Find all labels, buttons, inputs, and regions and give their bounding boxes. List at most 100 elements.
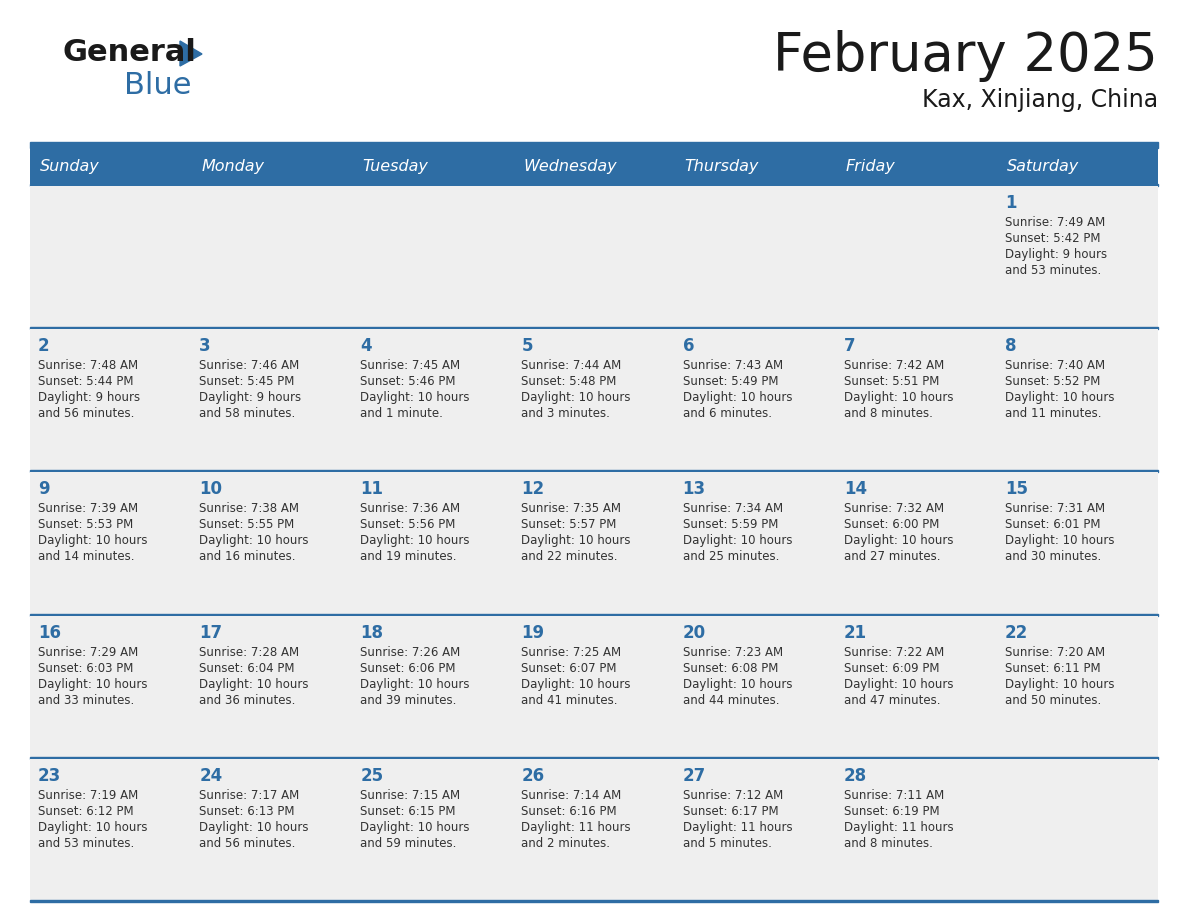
Bar xyxy=(835,473,997,613)
Text: Sunrise: 7:40 AM: Sunrise: 7:40 AM xyxy=(1005,359,1105,372)
Text: Daylight: 10 hours: Daylight: 10 hours xyxy=(683,677,792,690)
Text: Daylight: 10 hours: Daylight: 10 hours xyxy=(360,677,469,690)
Text: General: General xyxy=(62,38,196,67)
Text: and 58 minutes.: and 58 minutes. xyxy=(200,408,296,420)
Bar xyxy=(30,900,1158,902)
Text: Sunrise: 7:49 AM: Sunrise: 7:49 AM xyxy=(1005,216,1105,229)
Bar xyxy=(675,473,835,613)
Text: 12: 12 xyxy=(522,480,544,498)
Text: and 56 minutes.: and 56 minutes. xyxy=(38,408,134,420)
Text: Daylight: 10 hours: Daylight: 10 hours xyxy=(843,677,953,690)
Text: Sunrise: 7:48 AM: Sunrise: 7:48 AM xyxy=(38,359,138,372)
Text: Sunday: Sunday xyxy=(40,159,100,174)
Text: and 8 minutes.: and 8 minutes. xyxy=(843,837,933,850)
Text: and 47 minutes.: and 47 minutes. xyxy=(843,694,940,707)
Text: 11: 11 xyxy=(360,480,384,498)
Text: Sunrise: 7:12 AM: Sunrise: 7:12 AM xyxy=(683,789,783,801)
Text: 16: 16 xyxy=(38,623,61,642)
Text: Blue: Blue xyxy=(124,71,191,100)
Text: Sunset: 6:01 PM: Sunset: 6:01 PM xyxy=(1005,519,1100,532)
Bar xyxy=(30,613,1158,616)
Text: Daylight: 11 hours: Daylight: 11 hours xyxy=(522,821,631,834)
Bar xyxy=(513,148,675,184)
Text: 1: 1 xyxy=(1005,194,1017,212)
Bar xyxy=(30,142,1158,148)
Text: 5: 5 xyxy=(522,337,533,355)
Text: 24: 24 xyxy=(200,767,222,785)
Text: and 16 minutes.: and 16 minutes. xyxy=(200,551,296,564)
Bar xyxy=(30,184,1158,186)
Text: Sunset: 6:08 PM: Sunset: 6:08 PM xyxy=(683,662,778,675)
Bar xyxy=(353,186,513,327)
Text: 25: 25 xyxy=(360,767,384,785)
Text: Tuesday: Tuesday xyxy=(362,159,428,174)
Text: Daylight: 10 hours: Daylight: 10 hours xyxy=(843,391,953,404)
Text: and 56 minutes.: and 56 minutes. xyxy=(200,837,296,850)
Bar xyxy=(30,616,191,756)
Bar xyxy=(30,473,191,613)
Text: 4: 4 xyxy=(360,337,372,355)
Text: Sunset: 6:09 PM: Sunset: 6:09 PM xyxy=(843,662,940,675)
Bar xyxy=(191,759,353,900)
Text: Sunset: 5:55 PM: Sunset: 5:55 PM xyxy=(200,519,295,532)
Text: Sunrise: 7:32 AM: Sunrise: 7:32 AM xyxy=(843,502,943,515)
Bar xyxy=(675,148,835,184)
Text: Monday: Monday xyxy=(201,159,264,174)
Text: Daylight: 9 hours: Daylight: 9 hours xyxy=(38,391,140,404)
Text: 14: 14 xyxy=(843,480,867,498)
Text: Daylight: 10 hours: Daylight: 10 hours xyxy=(38,534,147,547)
Text: and 6 minutes.: and 6 minutes. xyxy=(683,408,771,420)
Text: 15: 15 xyxy=(1005,480,1028,498)
Bar xyxy=(191,473,353,613)
Text: and 41 minutes.: and 41 minutes. xyxy=(522,694,618,707)
Text: 22: 22 xyxy=(1005,623,1028,642)
Text: Sunset: 6:12 PM: Sunset: 6:12 PM xyxy=(38,805,133,818)
Text: 21: 21 xyxy=(843,623,867,642)
Bar xyxy=(30,148,191,184)
Text: Sunset: 6:07 PM: Sunset: 6:07 PM xyxy=(522,662,617,675)
Bar xyxy=(353,473,513,613)
Bar xyxy=(675,759,835,900)
Text: and 33 minutes.: and 33 minutes. xyxy=(38,694,134,707)
Text: and 36 minutes.: and 36 minutes. xyxy=(200,694,296,707)
Bar xyxy=(835,148,997,184)
Text: Sunset: 6:19 PM: Sunset: 6:19 PM xyxy=(843,805,940,818)
Bar xyxy=(353,616,513,756)
Text: Sunrise: 7:25 AM: Sunrise: 7:25 AM xyxy=(522,645,621,658)
Text: Friday: Friday xyxy=(846,159,896,174)
Text: Sunrise: 7:22 AM: Sunrise: 7:22 AM xyxy=(843,645,944,658)
Text: Daylight: 10 hours: Daylight: 10 hours xyxy=(200,534,309,547)
Bar xyxy=(513,186,675,327)
Text: Daylight: 10 hours: Daylight: 10 hours xyxy=(683,391,792,404)
Bar xyxy=(997,473,1158,613)
Text: Sunset: 5:45 PM: Sunset: 5:45 PM xyxy=(200,375,295,388)
Bar xyxy=(353,759,513,900)
Text: 23: 23 xyxy=(38,767,62,785)
Text: 6: 6 xyxy=(683,337,694,355)
Bar xyxy=(30,330,191,470)
Text: Sunrise: 7:31 AM: Sunrise: 7:31 AM xyxy=(1005,502,1105,515)
Text: Sunrise: 7:28 AM: Sunrise: 7:28 AM xyxy=(200,645,299,658)
Bar xyxy=(513,759,675,900)
Bar xyxy=(191,186,353,327)
Text: and 14 minutes.: and 14 minutes. xyxy=(38,551,134,564)
Text: Daylight: 10 hours: Daylight: 10 hours xyxy=(200,821,309,834)
Bar xyxy=(191,616,353,756)
Text: Sunrise: 7:35 AM: Sunrise: 7:35 AM xyxy=(522,502,621,515)
Text: Sunset: 5:42 PM: Sunset: 5:42 PM xyxy=(1005,232,1100,245)
Text: 10: 10 xyxy=(200,480,222,498)
Text: and 59 minutes.: and 59 minutes. xyxy=(360,837,456,850)
Text: Daylight: 10 hours: Daylight: 10 hours xyxy=(360,534,469,547)
Text: Sunset: 6:15 PM: Sunset: 6:15 PM xyxy=(360,805,456,818)
Text: Sunset: 6:11 PM: Sunset: 6:11 PM xyxy=(1005,662,1100,675)
Text: Daylight: 10 hours: Daylight: 10 hours xyxy=(38,677,147,690)
Bar xyxy=(353,330,513,470)
Text: Sunrise: 7:34 AM: Sunrise: 7:34 AM xyxy=(683,502,783,515)
Text: Sunset: 5:51 PM: Sunset: 5:51 PM xyxy=(843,375,939,388)
Text: Sunset: 6:17 PM: Sunset: 6:17 PM xyxy=(683,805,778,818)
Bar xyxy=(30,186,191,327)
Bar xyxy=(30,759,191,900)
Bar xyxy=(513,616,675,756)
Text: Daylight: 10 hours: Daylight: 10 hours xyxy=(843,534,953,547)
Text: Daylight: 10 hours: Daylight: 10 hours xyxy=(38,821,147,834)
